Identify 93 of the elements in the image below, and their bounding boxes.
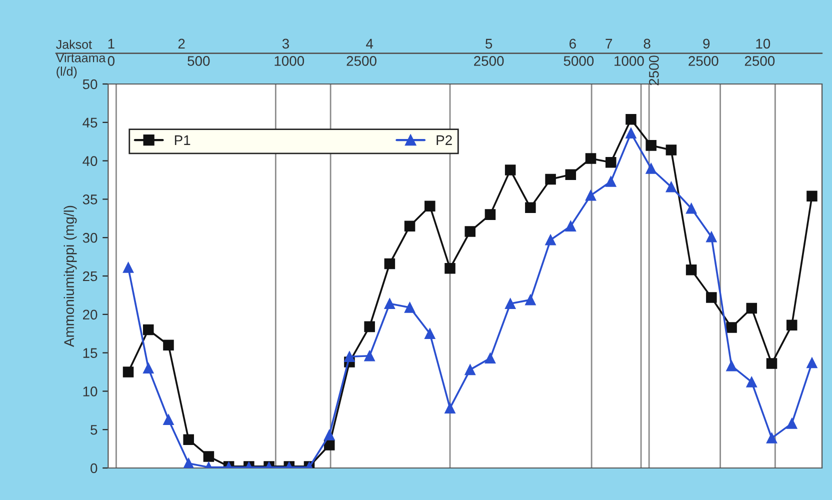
y-tick-label: 30: [82, 232, 98, 243]
y-tick-label: 50: [82, 79, 98, 90]
point: [565, 220, 576, 232]
text: 2500: [744, 56, 775, 66]
point: [504, 298, 516, 310]
point: [424, 200, 436, 212]
point: [585, 153, 596, 164]
text: 2: [178, 38, 185, 48]
point: [122, 262, 134, 273]
text: 1000: [274, 56, 304, 66]
point: [626, 128, 636, 139]
text: 1000: [614, 56, 644, 66]
text: 5: [486, 38, 492, 49]
point: [183, 458, 194, 468]
annotation: 2500: [649, 56, 659, 86]
point: [384, 298, 396, 310]
point: [404, 220, 416, 232]
point: [364, 350, 375, 362]
text: 1: [108, 38, 114, 48]
text: 4: [366, 38, 374, 48]
legend-label: P1: [174, 135, 190, 145]
point: [585, 190, 596, 201]
point: [163, 340, 174, 350]
point: [525, 294, 536, 306]
point: [686, 203, 697, 214]
point: [646, 140, 656, 151]
y-tick-label: 15: [83, 348, 98, 358]
point: [525, 202, 536, 214]
point: [424, 328, 436, 339]
point: [142, 362, 154, 374]
point: [444, 402, 456, 414]
text: 7: [606, 38, 612, 48]
point: [626, 114, 636, 125]
text: 500: [188, 56, 210, 66]
point: [404, 302, 416, 313]
point: [726, 322, 737, 333]
point: [464, 364, 476, 376]
text: 2500: [688, 56, 718, 66]
point: [364, 321, 375, 332]
point: [444, 262, 456, 274]
y-tick-label: 10: [83, 386, 98, 396]
point: [142, 324, 154, 336]
y-tick-label: 40: [82, 156, 98, 166]
point: [545, 174, 556, 185]
text: 2500: [346, 56, 376, 66]
point: [666, 144, 677, 156]
point: [605, 176, 616, 187]
y-axis-title: Ammoniumityppi (mg/l): [64, 206, 77, 347]
point: [344, 351, 355, 362]
point: [726, 360, 737, 372]
point: [786, 418, 798, 429]
point: [122, 366, 134, 378]
point: [786, 320, 798, 331]
y-tick-label: 20: [82, 310, 98, 320]
point: [203, 451, 214, 462]
point: [766, 358, 778, 369]
point: [605, 156, 616, 168]
point: [384, 258, 396, 270]
point: [324, 430, 335, 440]
text: 6: [570, 38, 576, 49]
point: [706, 292, 717, 303]
y-tick-label: 25: [82, 271, 98, 282]
point: [484, 352, 496, 364]
point: [746, 376, 758, 388]
point: [504, 164, 516, 176]
y-tick-label: 45: [82, 118, 98, 128]
point: [565, 169, 576, 180]
text: 9: [703, 38, 710, 49]
point: [484, 209, 496, 220]
point: [746, 302, 758, 314]
point: [806, 190, 818, 202]
y-tick-label: 0: [90, 463, 98, 474]
legend-label: P2: [436, 135, 452, 145]
point: [706, 231, 717, 242]
text: Jaksot: [56, 40, 92, 49]
point: [646, 163, 656, 174]
point: [163, 414, 174, 425]
y-tick-label: 35: [82, 194, 98, 204]
text: 3: [282, 38, 289, 49]
text: 10: [756, 38, 770, 49]
text: 8: [644, 38, 650, 49]
point: [766, 432, 778, 444]
point: [464, 226, 476, 237]
point: [806, 357, 818, 368]
point: [545, 234, 556, 246]
point: [183, 434, 194, 445]
point: [666, 182, 677, 192]
text: Virtaama (l/d): [56, 53, 106, 78]
point: [686, 264, 697, 276]
text: 2500: [474, 56, 504, 66]
y-tick-label: 5: [90, 425, 98, 435]
text: 0: [108, 56, 114, 66]
text: 5000: [564, 56, 594, 66]
